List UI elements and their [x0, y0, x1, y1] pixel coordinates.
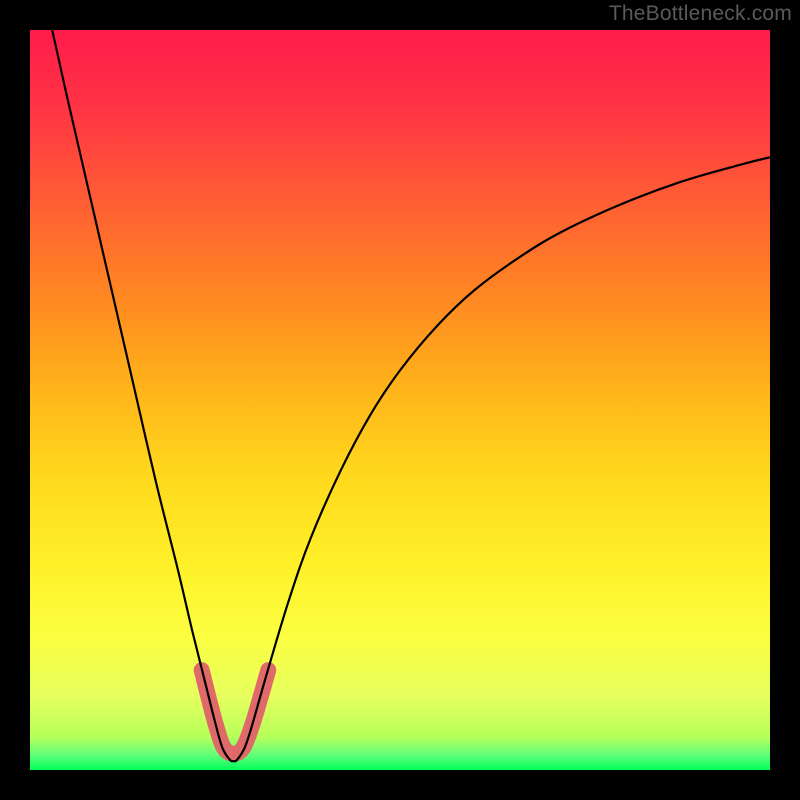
chart-frame: TheBottleneck.com — [0, 0, 800, 800]
chart-svg — [0, 0, 800, 800]
watermark-text: TheBottleneck.com — [609, 2, 792, 26]
plot-background — [30, 30, 770, 770]
